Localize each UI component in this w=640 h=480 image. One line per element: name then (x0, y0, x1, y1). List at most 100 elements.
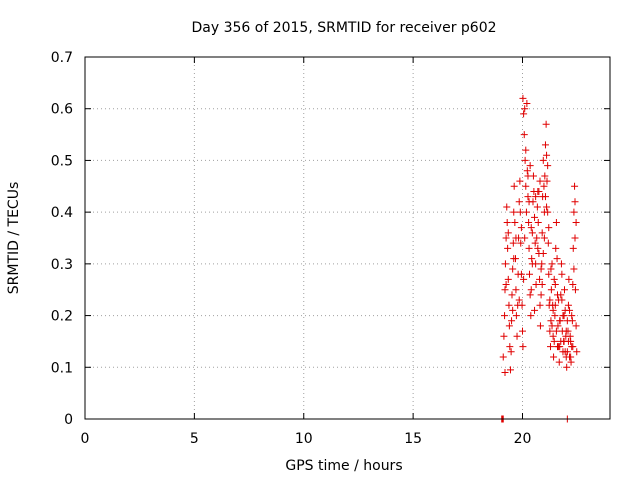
data-point (538, 260, 546, 268)
data-point (512, 312, 520, 320)
data-point (505, 322, 513, 330)
data-point (501, 286, 509, 294)
data-point (556, 317, 564, 325)
data-point (509, 306, 517, 314)
data-point (538, 281, 546, 289)
data-point (543, 151, 551, 159)
data-point (503, 203, 511, 211)
data-point (531, 239, 539, 247)
data-point (527, 312, 535, 320)
data-point (534, 244, 542, 252)
data-point (547, 317, 555, 325)
data-point (548, 322, 556, 330)
data-point (554, 343, 561, 351)
data-point (551, 312, 559, 320)
plot-frame (84, 56, 611, 420)
y-tick-label: 0.5 (51, 153, 73, 169)
data-point (570, 208, 578, 216)
data-point (561, 286, 568, 294)
data-point (513, 332, 521, 340)
data-point (571, 198, 579, 206)
data-point (528, 255, 536, 263)
data-point (563, 363, 571, 371)
data-point (557, 291, 565, 299)
data-point (532, 193, 540, 201)
data-point (512, 286, 520, 294)
data-point (508, 317, 516, 325)
data-point (502, 281, 510, 289)
data-point (522, 146, 530, 154)
data-point (524, 193, 532, 201)
x-tick-label: 5 (190, 431, 199, 447)
data-point (544, 239, 552, 247)
data-point (523, 167, 531, 175)
data-point (504, 244, 512, 252)
data-point (548, 260, 556, 268)
y-tick-label: 0.4 (51, 205, 73, 221)
data-point (536, 177, 544, 185)
data-point (567, 337, 575, 345)
data-point (538, 229, 546, 237)
data-point (531, 306, 539, 314)
data-point (526, 291, 534, 299)
data-point (510, 182, 518, 190)
data-point (503, 218, 511, 226)
y-tick-label: 0.2 (51, 309, 73, 325)
data-point (552, 327, 560, 335)
data-point (549, 332, 557, 340)
data-point (534, 218, 542, 226)
data-point (527, 286, 535, 294)
y-tick-label: 0 (64, 412, 73, 428)
data-point (500, 332, 508, 340)
data-point (519, 94, 527, 102)
x-tick-label: 15 (404, 431, 422, 447)
data-point (517, 224, 525, 232)
data-point (524, 172, 532, 180)
data-point (525, 198, 533, 206)
x-tick-label: 10 (295, 431, 313, 447)
data-point (549, 306, 557, 314)
data-point (499, 353, 507, 361)
data-point (565, 275, 573, 283)
data-point (535, 187, 543, 195)
data-point (544, 162, 552, 170)
data-point (515, 296, 523, 304)
y-axis-ticks: 0 0.1 0.2 0.3 0.4 0.5 0.6 0.7 (51, 50, 610, 428)
data-point (525, 218, 533, 226)
data-point (546, 296, 554, 304)
data-point (550, 353, 558, 361)
data-point (519, 343, 527, 351)
data-point (547, 265, 555, 273)
data-point (568, 312, 576, 320)
data-point (519, 327, 526, 335)
data-point (563, 317, 571, 325)
data-point (573, 348, 581, 356)
data-point (528, 260, 536, 268)
y-axis-label: SRMTID / TECUs (6, 182, 22, 295)
data-point (553, 255, 561, 263)
data-point (509, 265, 517, 273)
data-point (546, 327, 554, 335)
y-tick-label: 0.7 (51, 50, 73, 66)
data-point (562, 327, 570, 335)
data-point (550, 275, 558, 283)
data-point (569, 343, 577, 351)
data-point (517, 270, 525, 278)
data-point (540, 182, 548, 190)
data-point (536, 322, 544, 330)
data-point (520, 110, 528, 118)
data-point (567, 358, 575, 366)
y-tick-label: 0.6 (51, 102, 73, 118)
x-axis-ticks: 0 5 10 15 20 (81, 57, 531, 447)
data-point (545, 224, 553, 232)
data-point (532, 281, 540, 289)
data-point (551, 301, 559, 309)
data-point (501, 312, 509, 320)
data-point (572, 322, 580, 330)
data-point (539, 156, 547, 164)
data-point (559, 312, 567, 320)
data-point (533, 234, 541, 242)
data-point (537, 291, 545, 299)
data-point (515, 198, 523, 206)
